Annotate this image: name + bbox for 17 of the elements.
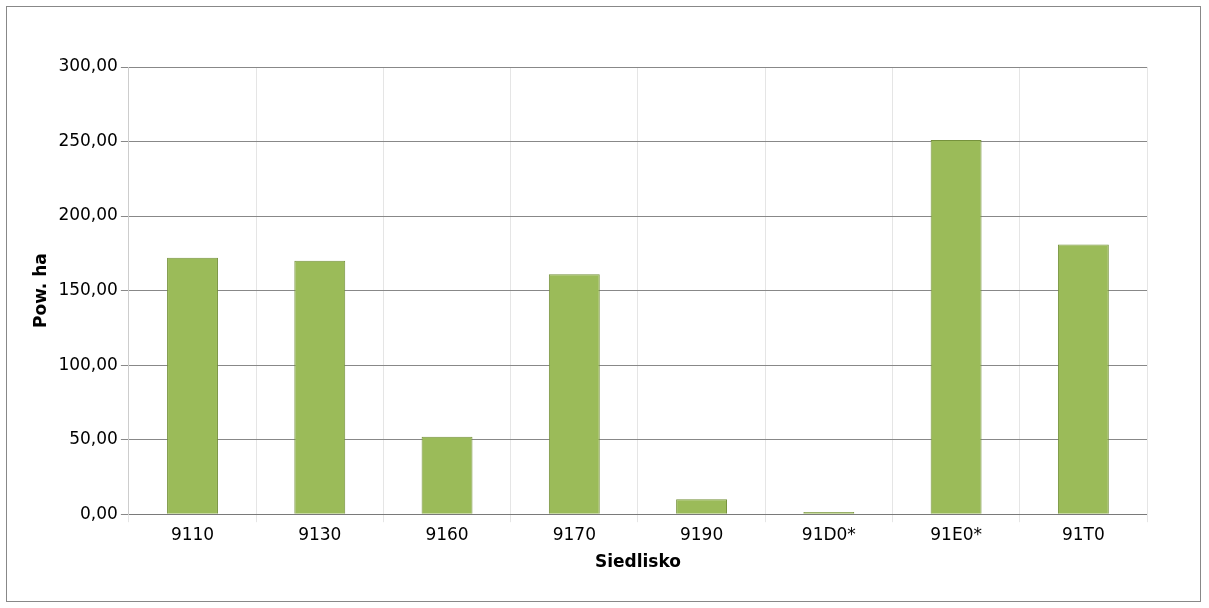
x-tick-label: 9170 — [552, 523, 596, 544]
x-tick-label: 9160 — [425, 523, 469, 544]
y-tick-label: 150,00 — [58, 279, 118, 300]
x-axis-title: Siedlisko — [594, 551, 681, 572]
y-tick-label: 200,00 — [58, 204, 118, 225]
x-tick-label: 9130 — [298, 523, 342, 544]
x-tick-label: 9190 — [679, 523, 724, 544]
y-tick-label: 300,00 — [58, 55, 118, 76]
x-tick-label: 9110 — [170, 523, 215, 544]
y-tick-label: 0,00 — [80, 502, 118, 523]
y-tick-label: 250,00 — [58, 129, 118, 150]
y-tick-label: 100,00 — [58, 353, 118, 374]
y-tick-label: 50,00 — [69, 428, 118, 449]
y-axis-title: Pow. ha — [29, 253, 50, 328]
x-tick-label: 91D0* — [801, 523, 856, 544]
x-tick-label: 91E0* — [930, 523, 982, 544]
x-tick-label: 91T0 — [1061, 523, 1105, 544]
